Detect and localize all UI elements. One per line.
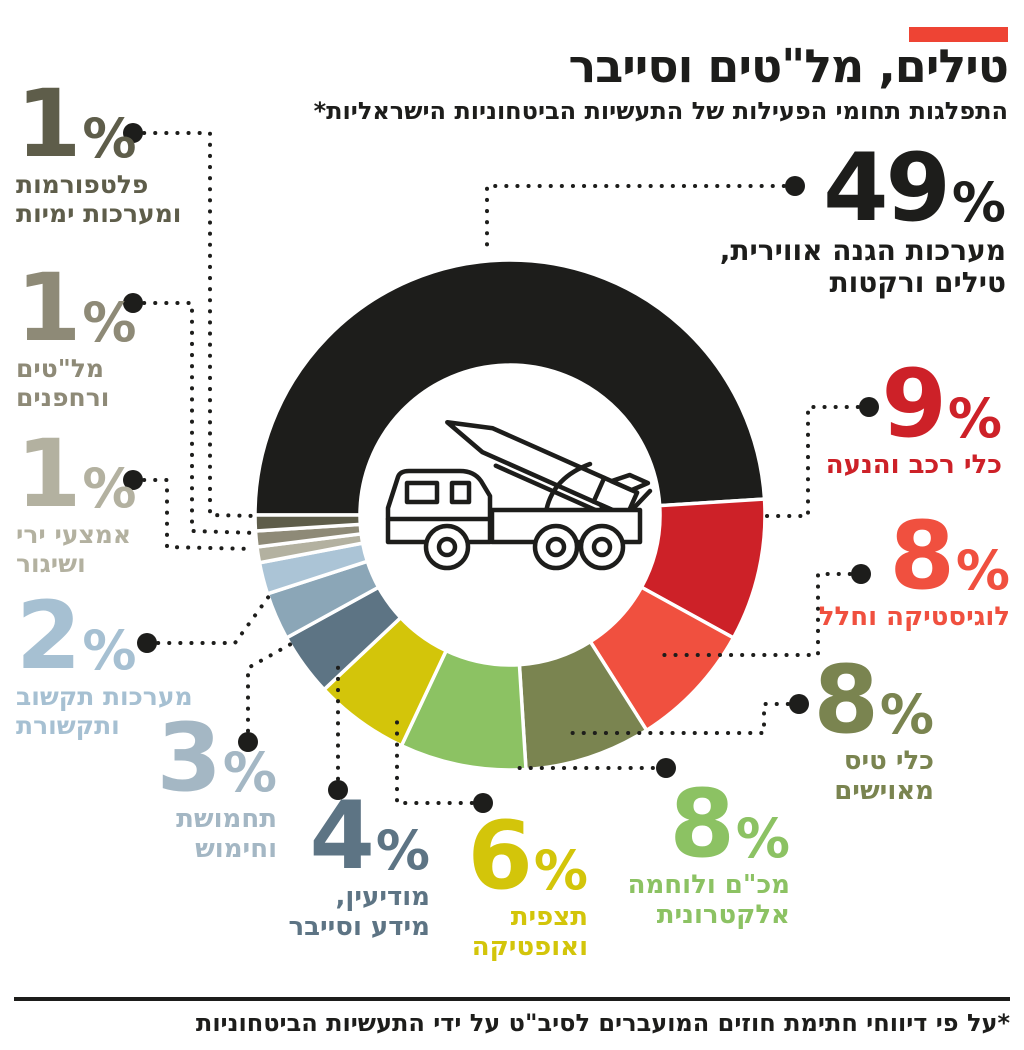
callout-label-line: כלי טיס (843, 746, 934, 777)
percent-sign: % (951, 170, 1006, 234)
percent-sign: % (82, 618, 137, 682)
callout-air-defense-missiles: 49% מערכות הגנה אווירית, טילים ורקטות (719, 134, 1006, 300)
page-subtitle: התפלגות תחומי הפעילות של התעשיות הביטחונ… (313, 97, 1008, 125)
callout-value: 1% (16, 420, 137, 529)
callout-label-line: אלקטרונית (656, 899, 790, 930)
percent-sign: % (955, 538, 1010, 602)
donut-segment-7 (265, 559, 381, 641)
callout-label-line: מערכות תקשוב (16, 682, 193, 712)
footnote: *על פי דיווחי חתימת חוזים המועברים לסיב"… (195, 1009, 1010, 1037)
callout-ict-communications: 2% מערכות תקשוב ותקשורת (16, 582, 193, 740)
percent-sign: % (947, 386, 1002, 450)
percent-sign: % (879, 682, 934, 746)
callout-label-line: טילים ורקטות (829, 266, 1006, 300)
callout-value: 49% (720, 134, 1006, 243)
donut-segment-3 (517, 639, 650, 772)
leader-manned-aircraft (566, 702, 801, 735)
accent-bar (909, 27, 1008, 42)
callout-label-line: ואופטיקה (471, 931, 588, 962)
leader-firing (131, 478, 256, 551)
callout-label-line: מערכות הגנה אווירית, (719, 234, 1006, 268)
callout-label-line: ורחפנים (16, 382, 110, 412)
callout-label-line: ותקשורת (16, 710, 120, 740)
percent-sign: % (82, 290, 137, 354)
page-title: טילים, מל"טים וסייבר (568, 39, 1009, 93)
callout-label-line: ושיגור (16, 548, 86, 578)
donut-segment-5 (321, 615, 449, 749)
callout-number: 4 (309, 782, 374, 891)
callout-number: 1 (16, 420, 81, 529)
callout-value: 8% (628, 770, 790, 879)
callout-number: 2 (16, 582, 81, 691)
callout-label-line: וחימוש (195, 833, 277, 864)
callout-number: 6 (467, 802, 532, 911)
callout-label-line: מודיעין, (335, 882, 430, 913)
callout-label-line: תחמושת (176, 804, 277, 835)
callout-value: 4% (288, 782, 430, 891)
callout-label-line: תצפית (510, 902, 588, 933)
callout-label-line: אמצעי ירי (16, 520, 132, 550)
callout-firing-launching: 1% אמצעי ירי ושיגור (16, 420, 137, 578)
leader-uav (131, 301, 258, 535)
callout-number: 8 (669, 770, 734, 879)
callout-label-line: פלטפורמות (16, 170, 149, 200)
donut-segment-6 (284, 584, 404, 693)
callout-number: 1 (16, 70, 81, 179)
callout-number: 9 (881, 350, 946, 459)
callout-number: 3 (156, 704, 221, 813)
callout-value: 1% (16, 254, 137, 363)
donut-segments (253, 258, 767, 772)
percent-sign: % (82, 456, 137, 520)
callout-logistics-space: 8% לוגיסטיקה וחלל (818, 502, 1010, 633)
callout-number: 1 (16, 254, 81, 363)
donut-segment-1 (639, 497, 767, 641)
donut-segment-2 (587, 584, 736, 733)
callout-value: 1% (16, 70, 181, 179)
callout-naval-platforms: 1% פלטפורמות ומערכות ימיות (16, 70, 182, 228)
callout-number: 49 (823, 134, 951, 243)
donut-segment-4 (399, 648, 528, 772)
callout-number: 8 (813, 646, 878, 755)
callout-radar-electronic-warfare: 8% מכ"ם ולוחמה אלקטרונית (627, 770, 790, 931)
percent-sign: % (735, 806, 790, 870)
callout-label-line: מל"טים (16, 354, 104, 384)
callout-value: 9% (826, 350, 1002, 459)
callout-value: 6% (467, 802, 588, 911)
donut-segment-0 (253, 258, 767, 517)
percent-sign: % (222, 740, 277, 804)
callout-intelligence-cyber: 4% מודיעין, מידע וסייבר (288, 782, 430, 943)
footnote-divider (14, 997, 1010, 1001)
callout-label-line: מכ"ם ולוחמה (627, 870, 790, 901)
callout-value: 2% (16, 582, 193, 691)
callout-ammunition-armament: 3% תחמושת וחימוש (156, 704, 277, 865)
callout-label-line: מאוישים (834, 775, 934, 806)
callout-vehicles-propulsion: 9% כלי רכב והנעה (825, 350, 1002, 481)
callout-label-line: מידע וסייבר (288, 911, 430, 942)
callout-manned-aircraft: 8% כלי טיס מאוישים (813, 646, 934, 807)
leader-optics (395, 712, 485, 805)
percent-sign: % (533, 838, 588, 902)
callout-value: 8% (813, 646, 934, 755)
donut-segment-8 (257, 541, 370, 597)
callout-label-line: לוגיסטיקה וחלל (818, 602, 1010, 633)
callout-observation-optics: 6% תצפית ואופטיקה (467, 802, 588, 963)
callout-label-line: כלי רכב והנעה (825, 450, 1002, 481)
percent-sign: % (375, 818, 430, 882)
missile-truck-icon (385, 419, 653, 571)
callout-value: 8% (819, 502, 1010, 611)
callout-label-line: ומערכות ימיות (16, 198, 182, 228)
donut-segment-9 (255, 531, 365, 565)
donut-segment-10 (253, 522, 364, 549)
callout-value: 3% (156, 704, 277, 813)
percent-sign: % (82, 106, 137, 170)
donut-segment-11 (253, 513, 363, 533)
callout-number: 8 (889, 502, 954, 611)
callout-uav-drones: 1% מל"טים ורחפנים (16, 254, 137, 412)
